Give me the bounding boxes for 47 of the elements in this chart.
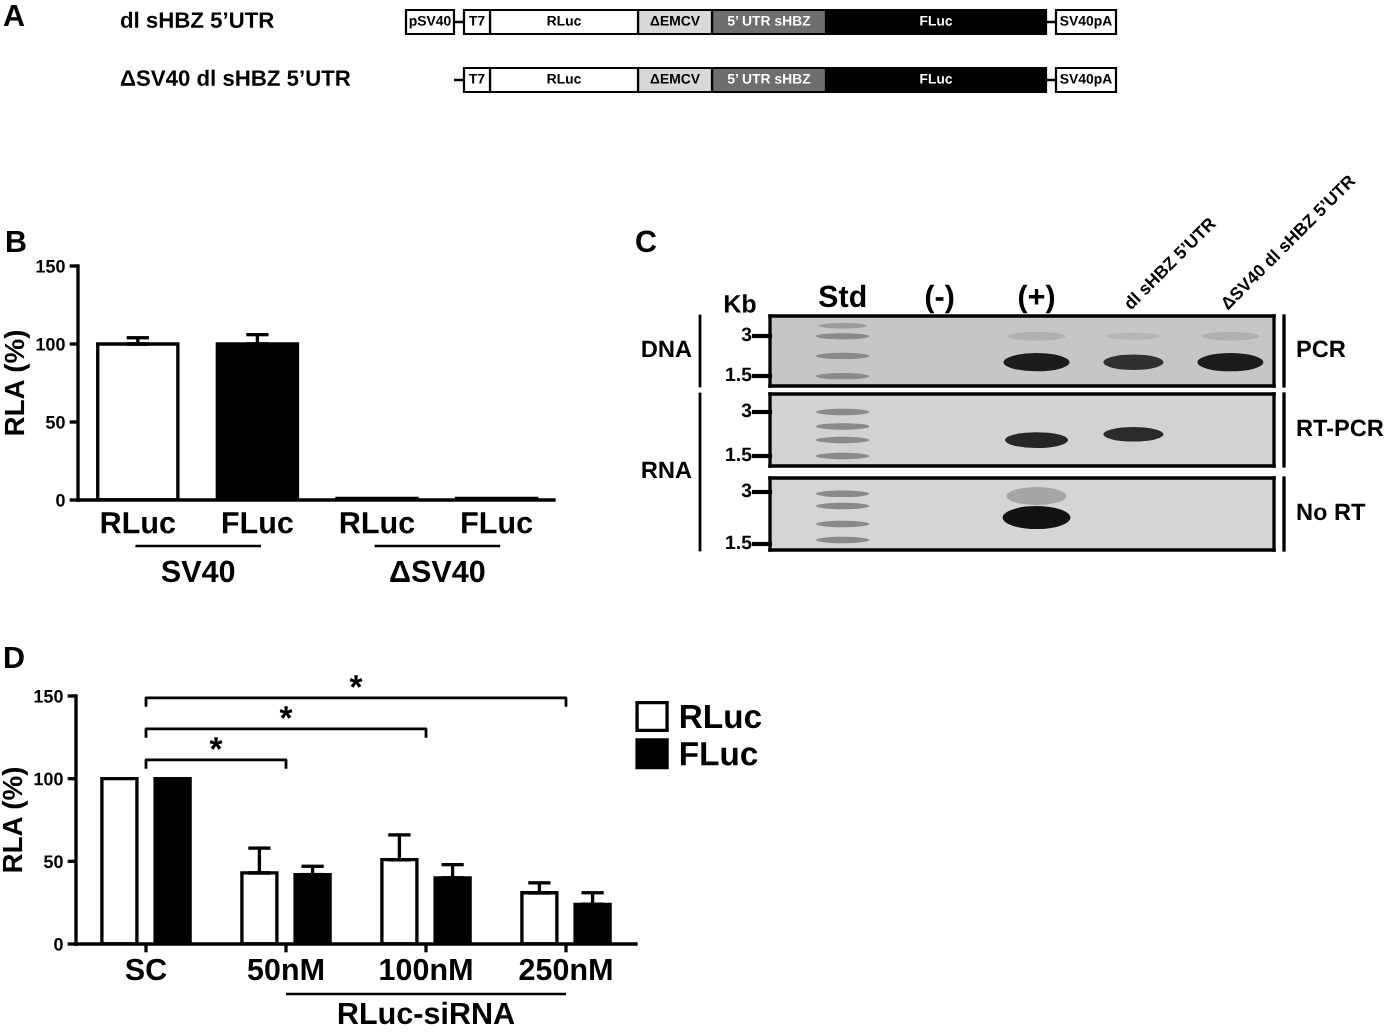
series-label: FLuc bbox=[222, 512, 293, 534]
category-label: Std bbox=[818, 284, 866, 308]
text: dl sHBZ 5’UTR bbox=[120, 11, 274, 28]
y-tick-label: 50 bbox=[45, 415, 65, 429]
text: RNA bbox=[642, 461, 692, 479]
x-tick-label: 50nM bbox=[247, 958, 324, 981]
category-label: (+) bbox=[1018, 284, 1055, 314]
x-axis-title: RLuc-siRNA bbox=[338, 1001, 515, 1025]
text: 1.5 bbox=[726, 447, 752, 462]
text: PCR bbox=[1297, 340, 1346, 358]
text: A bbox=[3, 4, 25, 26]
y-tick-label: 150 bbox=[34, 689, 63, 703]
category-label: (-) bbox=[925, 284, 954, 314]
x-tick-label: SV40 bbox=[161, 560, 235, 583]
legend-label: RLuc bbox=[680, 705, 762, 729]
y-tick-label: 100 bbox=[34, 772, 63, 786]
x-tick-label: 100nM bbox=[380, 958, 472, 981]
x-tick-label: 250nM bbox=[519, 958, 612, 981]
y-tick-label: 0 bbox=[56, 493, 65, 507]
text: RLuc bbox=[340, 512, 415, 534]
chart-title: B bbox=[7, 230, 26, 252]
annotation: * bbox=[279, 706, 293, 719]
y-tick-label: 0 bbox=[54, 937, 63, 951]
text: 3 bbox=[741, 327, 752, 342]
x-tick-label: ΔSV40 bbox=[390, 560, 485, 583]
text: No RT bbox=[1297, 503, 1366, 521]
y-axis-title: RLA (%) bbox=[3, 330, 30, 435]
text: * bbox=[349, 675, 363, 688]
text: DNA bbox=[642, 340, 692, 358]
text: 1.5 bbox=[726, 535, 752, 550]
y-tick-label: 150 bbox=[36, 259, 65, 273]
text: FLuc bbox=[462, 512, 533, 534]
y-axis-title: RLA (%) bbox=[1, 767, 28, 872]
text: RT-PCR bbox=[1297, 419, 1384, 437]
legend-label: FLuc bbox=[680, 742, 758, 766]
text: 1.5 bbox=[726, 367, 752, 382]
chart-title: D bbox=[5, 646, 24, 668]
x-tick-label: SC bbox=[125, 958, 167, 981]
y-tick-label: 100 bbox=[36, 337, 65, 351]
text: 3 bbox=[741, 483, 752, 498]
y-tick-label: 50 bbox=[43, 855, 63, 869]
annotation: * bbox=[209, 737, 223, 750]
text: C bbox=[636, 230, 657, 253]
series-label: RLuc bbox=[101, 512, 176, 534]
text: 3 bbox=[741, 403, 752, 418]
text: ΔSV40 dl sHBZ 5’UTR bbox=[120, 69, 351, 86]
text: Kb bbox=[725, 294, 756, 313]
